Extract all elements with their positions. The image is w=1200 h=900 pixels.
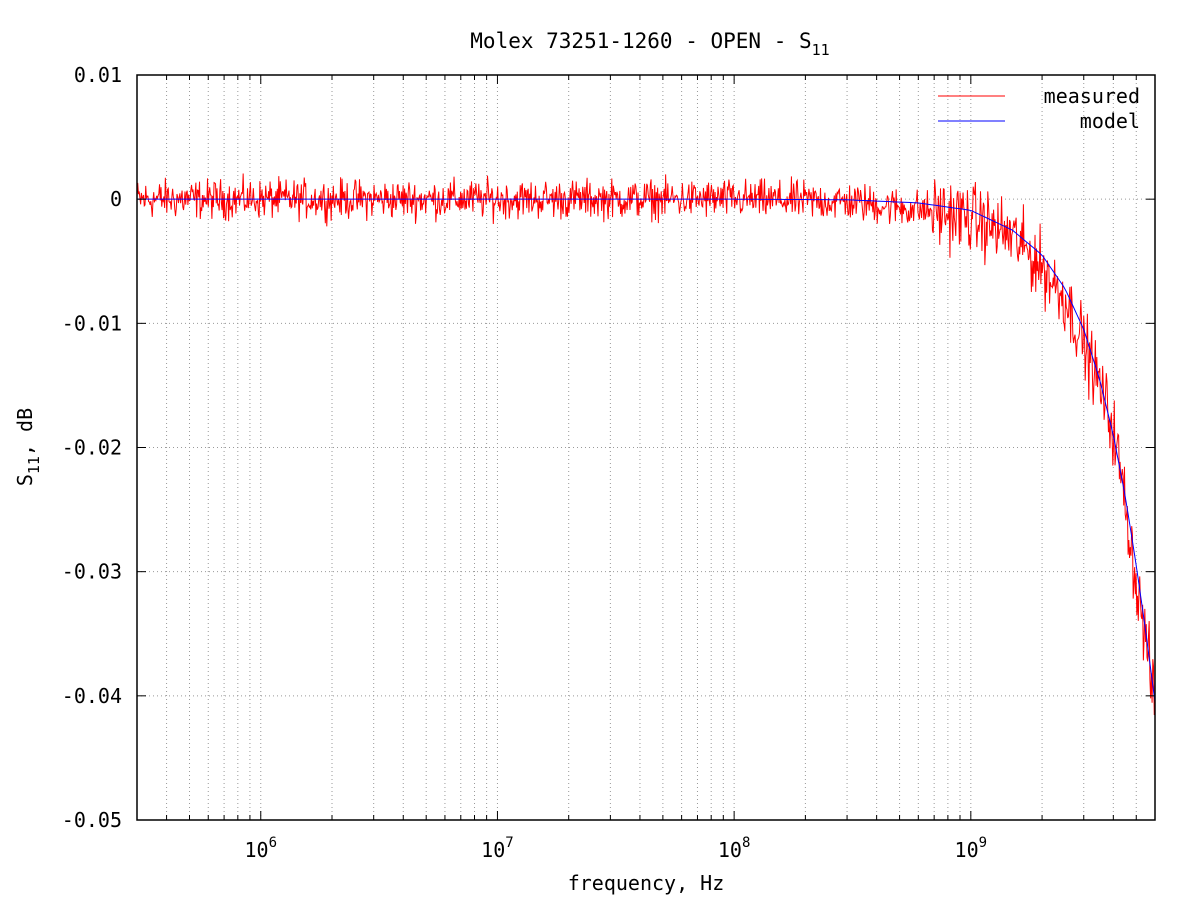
y-tick-label: -0.04 <box>62 684 122 708</box>
legend: measured model <box>938 84 1140 133</box>
series-layer <box>136 173 1156 716</box>
y-axis-label: S11, dB <box>13 408 43 486</box>
x-tick-label: 109 <box>955 835 988 862</box>
y-tick-label: -0.02 <box>62 436 122 460</box>
series-line-measured <box>136 173 1156 716</box>
y-tick-label: -0.01 <box>62 311 122 335</box>
legend-label-model: model <box>1080 109 1140 133</box>
chart-title: Molex 73251-1260 - OPEN - S11 <box>470 29 829 59</box>
y-axis-label-unit: , dB <box>13 408 37 456</box>
y-tick-label: 0.01 <box>74 63 122 87</box>
x-tick-label: 108 <box>718 835 751 862</box>
x-tick-label: 106 <box>244 835 277 862</box>
legend-label-measured: measured <box>1044 84 1140 108</box>
y-tick-label: 0 <box>110 187 122 211</box>
grid <box>136 75 1156 820</box>
tick-labels: 0.01 0 -0.01 -0.02 -0.03 -0.04 -0.05 106 107 108 1… <box>62 63 987 862</box>
x-axis-label: frequency, Hz <box>568 871 725 895</box>
x-tick-label: 107 <box>481 835 514 862</box>
y-tick-label: -0.03 <box>62 560 122 584</box>
y-axis-label-subscript: 11 <box>25 456 43 474</box>
y-tick-label: -0.05 <box>62 808 122 832</box>
chart-title-subscript: 11 <box>812 41 830 59</box>
tick-marks <box>136 74 1156 821</box>
series-line-model <box>137 198 1156 703</box>
